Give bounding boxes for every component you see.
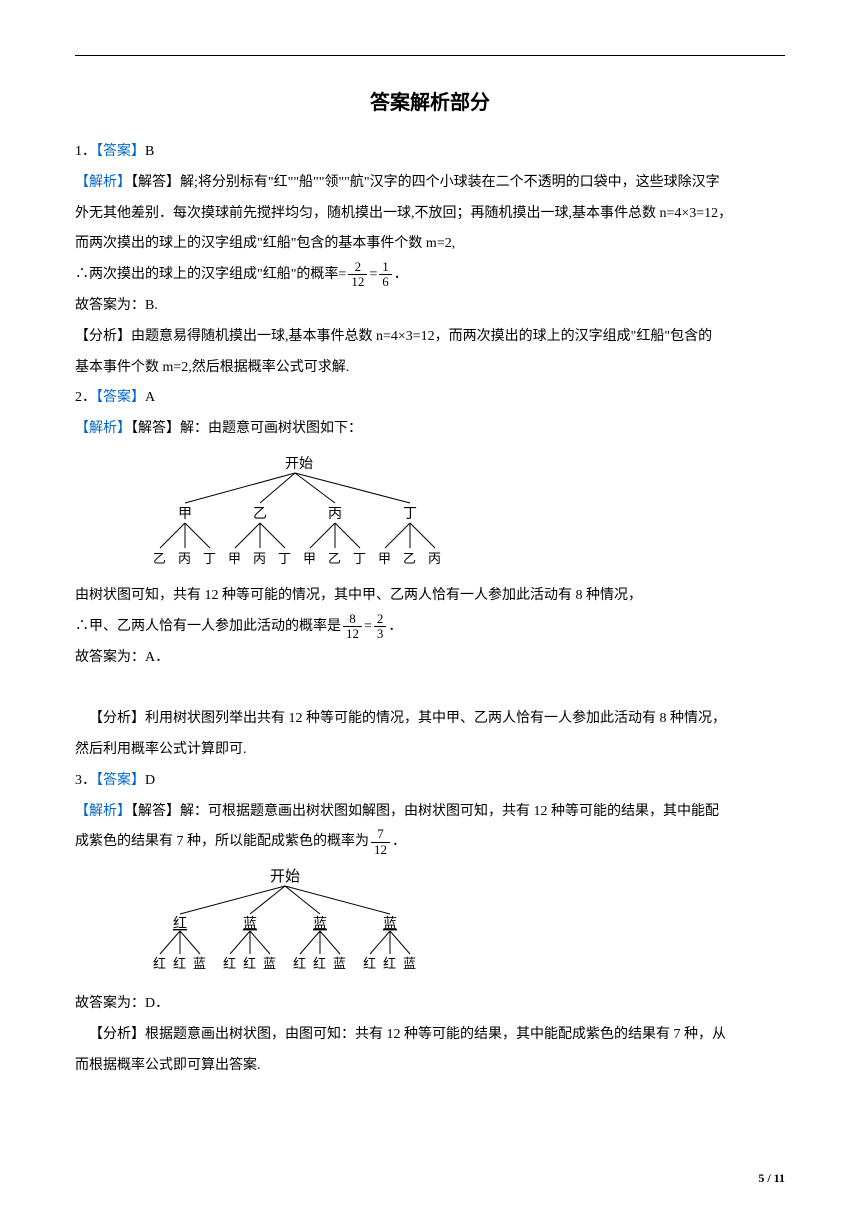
q1-text-pre: ∴两次摸出的球上的汉字组成"红船"的概率=	[75, 267, 346, 282]
tree-leaf: 丁	[278, 551, 291, 566]
q1-method-2: 基本事件个数 m=2,然后根据概率公式可求解.	[75, 353, 785, 384]
q3-explain-2: 成紫色的结果有 7 种，所以能配成紫色的概率为712．	[75, 827, 785, 858]
q1-number: 1．	[75, 144, 96, 159]
header-rule	[75, 55, 785, 56]
fraction: 812	[343, 612, 362, 642]
q3-tree-diagram: 开始 红 蓝 蓝 蓝 红 红 蓝 红 红 蓝 红 红 蓝 红 红	[135, 866, 785, 981]
tree-leaf: 丁	[353, 551, 366, 566]
q1-text-post: ．	[394, 267, 408, 282]
q1-explain-4: ∴两次摸出的球上的汉字组成"红船"的概率=212=16．	[75, 260, 785, 291]
q2-method-2: 然后利用概率公式计算即可.	[75, 735, 785, 766]
q3-text: 【解答】解：可根据题意画出树状图如解图，由树状图可知，共有 12 种等可能的结果…	[131, 804, 719, 819]
fraction: 16	[379, 260, 392, 290]
tree-leaf: 蓝	[263, 956, 276, 971]
q2-tree-diagram: 开始 甲 乙 丙 丁 乙 丙 丁 甲 丙 丁 甲 乙 丁 甲 乙	[135, 453, 785, 573]
tree-node: 丁	[403, 507, 417, 522]
tree-svg: 开始 红 蓝 蓝 蓝 红 红 蓝 红 红 蓝 红 红 蓝 红 红	[135, 866, 455, 976]
tree-leaf: 红	[243, 956, 256, 971]
q2-method-1: 【分析】利用树状图列举出共有 12 种等可能的情况，其中甲、乙两人恰有一人参加此…	[75, 704, 785, 735]
tree-leaf: 红	[153, 956, 166, 971]
q2-explain-1: 【解析】【解答】解：由题意可画树状图如下：	[75, 414, 785, 445]
q3-answer: D	[145, 773, 155, 788]
tree-svg: 开始 甲 乙 丙 丁 乙 丙 丁 甲 丙 丁 甲 乙 丁 甲 乙	[135, 453, 475, 568]
q3-text-post: ．	[392, 834, 406, 849]
tree-leaf: 丁	[203, 551, 216, 566]
tree-node: 红	[173, 916, 187, 932]
tree-leaf: 乙	[403, 551, 416, 566]
analysis-label: 【解析】	[75, 804, 131, 819]
fraction: 23	[374, 612, 387, 642]
section-title: 答案解析部分	[75, 86, 785, 115]
q1-explain-2: 外无其他差别．每次摸球前先搅拌均匀，随机摸出一球,不放回；再随机摸出一球,基本事…	[75, 199, 785, 230]
fraction: 712	[371, 827, 390, 857]
q3-number: 3．	[75, 773, 96, 788]
tree-leaf: 丙	[253, 551, 266, 566]
equals: =	[364, 619, 372, 634]
q2-explain-2: 由树状图可知，共有 12 种等可能的情况，其中甲、乙两人恰有一人参加此活动有 8…	[75, 581, 785, 612]
q2-text-post: ．	[388, 619, 402, 634]
tree-leaf: 乙	[328, 551, 341, 566]
page-container: 答案解析部分 1．【答案】B 【解析】【解答】解;将分别标有"红""船""领""…	[0, 0, 860, 1122]
tree-node: 乙	[253, 506, 267, 522]
q1-method-1: 【分析】由题意易得随机摸出一球,基本事件总数 n=4×3=12，而两次摸出的球上…	[75, 322, 785, 353]
tree-node: 丙	[328, 507, 342, 522]
tree-leaf: 蓝	[333, 956, 346, 971]
q1-conclude: 故答案为：B.	[75, 291, 785, 322]
q3-explain-1: 【解析】【解答】解：可根据题意画出树状图如解图，由树状图可知，共有 12 种等可…	[75, 797, 785, 828]
tree-leaf: 乙	[153, 551, 166, 566]
q2-text-pre: ∴甲、乙两人恰有一人参加此活动的概率是	[75, 619, 341, 634]
tree-root: 开始	[285, 456, 313, 472]
tree-leaf: 红	[363, 956, 376, 971]
tree-node: 蓝	[243, 916, 257, 932]
tree-leaf: 丙	[178, 551, 191, 566]
q1-answer: B	[145, 144, 154, 159]
q1-text: 【解答】解;将分别标有"红""船""领""航"汉字的四个小球装在二个不透明的口袋…	[131, 175, 720, 190]
tree-branches	[160, 523, 435, 548]
tree-root: 开始	[270, 868, 300, 885]
q3-conclude: 故答案为：D．	[75, 989, 785, 1020]
fraction: 212	[348, 260, 367, 290]
answer-label: 【答案】	[96, 144, 145, 159]
tree-leaf: 红	[173, 956, 186, 971]
analysis-label: 【解析】	[75, 421, 131, 436]
answer-label: 【答案】	[96, 773, 145, 788]
spacer	[75, 673, 785, 704]
q1-answer-line: 1．【答案】B	[75, 137, 785, 168]
tree-leaf: 红	[293, 956, 306, 971]
tree-leaf: 红	[223, 956, 236, 971]
q3-method-1: 【分析】根据题意画出树状图，由图可知：共有 12 种等可能的结果，其中能配成紫色…	[75, 1020, 785, 1051]
q2-answer-line: 2．【答案】A	[75, 383, 785, 414]
q2-answer: A	[145, 390, 155, 405]
q1-explain-1: 【解析】【解答】解;将分别标有"红""船""领""航"汉字的四个小球装在二个不透…	[75, 168, 785, 199]
q3-text-pre: 成紫色的结果有 7 种，所以能配成紫色的概率为	[75, 834, 369, 849]
tree-node: 甲	[178, 507, 192, 522]
q1-explain-3: 而两次摸出的球上的汉字组成"红船"包含的基本事件个数 m=2,	[75, 229, 785, 260]
tree-leaf: 甲	[303, 551, 316, 566]
tree-branches	[160, 931, 410, 954]
q3-answer-line: 3．【答案】D	[75, 766, 785, 797]
q2-conclude: 故答案为：A．	[75, 643, 785, 674]
q2-explain-3: ∴甲、乙两人恰有一人参加此活动的概率是812=23．	[75, 612, 785, 643]
analysis-label: 【解析】	[75, 175, 131, 190]
page-number: 5 / 11	[758, 1171, 785, 1186]
tree-leaf: 丙	[428, 551, 441, 566]
answer-label: 【答案】	[96, 390, 145, 405]
tree-leaf: 蓝	[403, 956, 416, 971]
q2-number: 2．	[75, 390, 96, 405]
tree-leaf: 红	[313, 956, 326, 971]
tree-node: 蓝	[313, 916, 327, 932]
tree-leaf: 蓝	[193, 956, 206, 971]
tree-leaf: 甲	[378, 551, 391, 566]
equals: =	[369, 267, 377, 282]
tree-leaf: 红	[383, 956, 396, 971]
q3-method-2: 而根据概率公式即可算出答案.	[75, 1051, 785, 1082]
tree-node: 蓝	[383, 916, 397, 932]
tree-leaf: 甲	[228, 551, 241, 566]
q2-text: 【解答】解：由题意可画树状图如下：	[131, 421, 362, 436]
